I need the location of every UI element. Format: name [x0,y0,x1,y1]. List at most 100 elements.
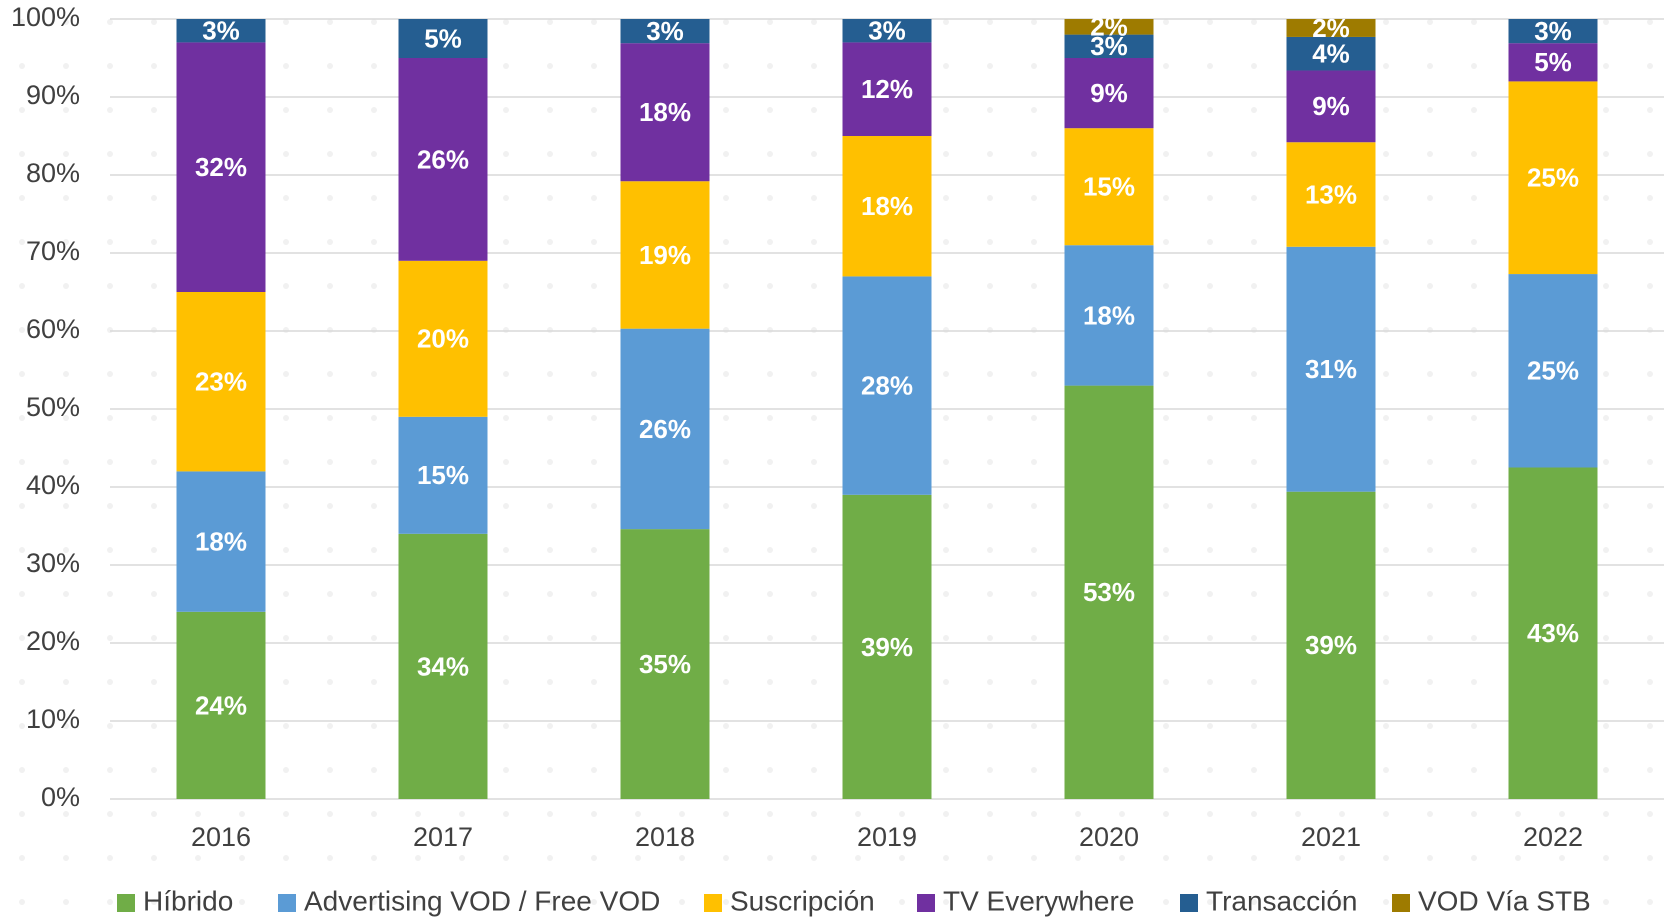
bar-segment [176,292,266,472]
data-label: 18% [861,191,913,221]
bar-segment [1286,246,1376,492]
y-tick-label: 30% [26,548,80,578]
data-label: 15% [417,460,469,490]
bar-segment [398,260,488,417]
data-label: 15% [1083,172,1135,202]
y-tick-label: 60% [26,314,80,344]
legend-label: Transacción [1206,885,1357,916]
data-label: 39% [1305,630,1357,660]
y-tick-label: 50% [26,392,80,422]
data-label: 26% [417,144,469,174]
bar-segment [620,43,710,182]
data-label: 3% [868,16,906,46]
legend-swatch [1180,894,1198,912]
data-label: 18% [639,97,691,127]
y-tick-label: 40% [26,470,80,500]
bar-segment [842,136,932,277]
x-tick-label: 2018 [635,822,695,852]
legend-label: Suscripción [730,885,875,916]
y-tick-label: 20% [26,626,80,656]
data-label: 2% [1312,13,1350,43]
bar-segment [1508,467,1598,799]
bar-segment [620,19,710,44]
bar-segment [398,416,488,534]
data-label: 43% [1527,618,1579,648]
data-label: 5% [1534,47,1572,77]
bar-segment [842,19,932,43]
legend-swatch [704,894,722,912]
bar-segment [1286,70,1376,143]
data-label: 9% [1312,91,1350,121]
legend-swatch [278,894,296,912]
data-label: 26% [639,414,691,444]
bar-segment [1064,58,1154,129]
data-label: 3% [646,16,684,46]
data-label: 5% [424,23,462,53]
bar-segment [620,328,710,530]
legend-swatch [117,894,135,912]
data-label: 24% [195,690,247,720]
bar-segment [1064,19,1154,35]
data-label: 25% [1527,163,1579,193]
bar-segment [842,494,932,799]
bar-segment [1064,385,1154,799]
data-label: 23% [195,367,247,397]
data-label: 28% [861,370,913,400]
y-tick-label: 10% [26,704,80,734]
data-label: 20% [417,324,469,354]
bar-segment [398,19,488,58]
bar-segment [1508,274,1598,468]
y-tick-label: 0% [41,782,80,812]
bar-segment [176,19,266,43]
x-tick-label: 2019 [857,822,917,852]
bar-segment [398,58,488,261]
y-tick-label: 100% [11,2,80,32]
bar-segment [1508,81,1598,275]
bar-segment [176,42,266,293]
data-label: 3% [1090,31,1128,61]
legend-label: VOD Vía STB [1418,885,1591,916]
data-label: 2% [1090,12,1128,42]
legend-label: Advertising VOD / Free VOD [304,885,660,916]
y-tick-label: 80% [26,158,80,188]
data-label: 4% [1312,39,1350,69]
data-label: 53% [1083,577,1135,607]
y-tick-label: 70% [26,236,80,266]
y-tick-label: 90% [26,80,80,110]
data-label: 25% [1527,356,1579,386]
bar-segment [842,276,932,495]
data-label: 35% [639,649,691,679]
x-tick-label: 2022 [1523,822,1583,852]
bar-segment [176,611,266,799]
legend-swatch [917,894,935,912]
bar-segment [1286,19,1376,37]
bar-segment [1286,36,1376,71]
data-label: 18% [1083,300,1135,330]
x-tick-label: 2017 [413,822,473,852]
bar-segment [842,42,932,136]
data-label: 32% [195,152,247,182]
data-label: 34% [417,651,469,681]
bar-segment [1508,19,1598,44]
data-label: 13% [1305,179,1357,209]
data-label: 18% [195,526,247,556]
bar-segment [1286,142,1376,247]
x-tick-label: 2021 [1301,822,1361,852]
legend-label: Híbrido [143,885,233,916]
bar-segment [1064,245,1154,386]
x-tick-label: 2020 [1079,822,1139,852]
data-label: 12% [861,74,913,104]
bar-segment [1286,491,1376,799]
data-label: 3% [202,16,240,46]
x-tick-label: 2016 [191,822,251,852]
bar-segment [1064,128,1154,246]
bar-segment [176,471,266,612]
bar-segment [1064,34,1154,58]
data-label: 3% [1534,16,1572,46]
data-label: 19% [639,240,691,270]
legend-swatch [1392,894,1410,912]
bar-segment [1508,43,1598,82]
bar-segment [398,533,488,799]
